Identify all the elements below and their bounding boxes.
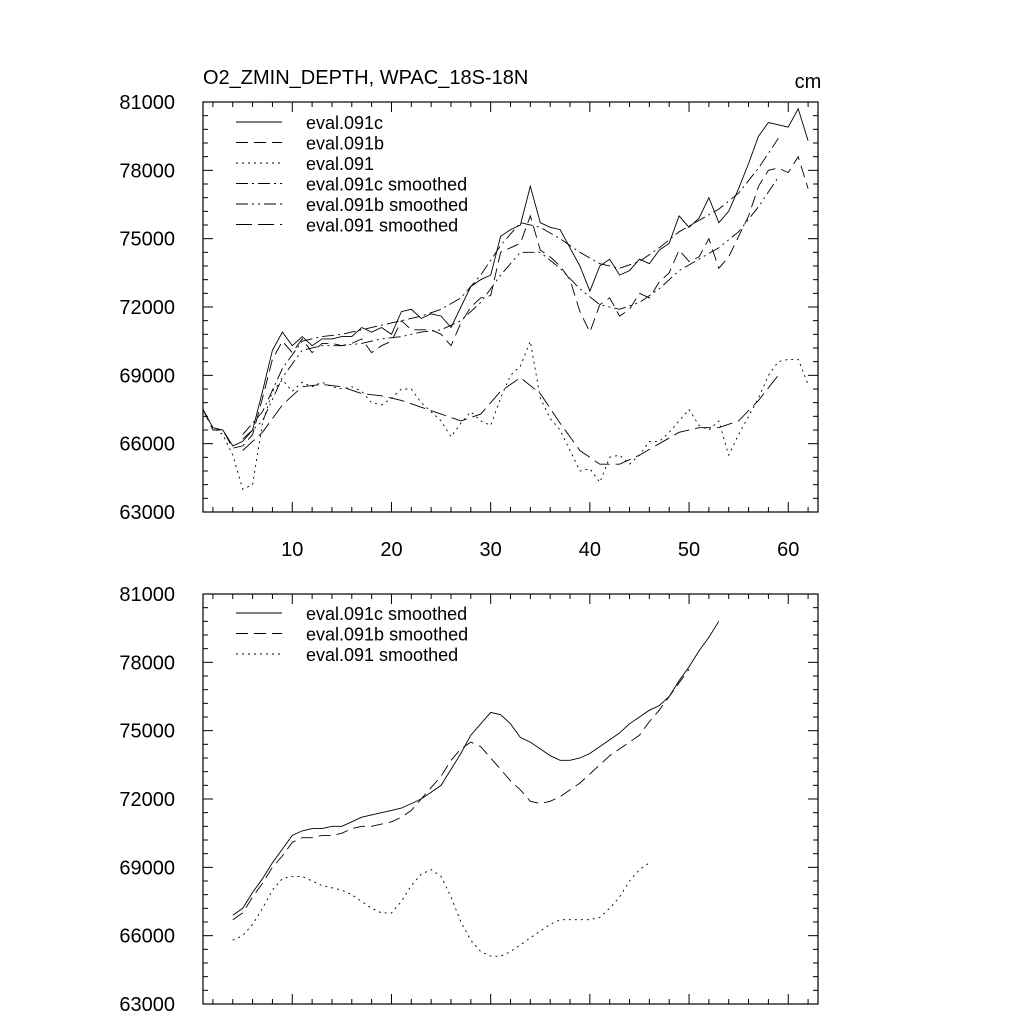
y-tick-label: 72000 xyxy=(119,789,175,811)
y-tick-label: 81000 xyxy=(119,584,175,606)
legend-label: eval.091b xyxy=(306,134,384,154)
y-tick-label: 78000 xyxy=(119,160,175,182)
x-tick-label: 10 xyxy=(281,539,303,561)
y-tick-label: 66000 xyxy=(119,926,175,948)
series-line xyxy=(202,339,809,490)
y-tick-label: 66000 xyxy=(119,434,175,456)
x-tick-label: 20 xyxy=(380,539,402,561)
x-tick-label: 40 xyxy=(579,539,601,561)
legend-label: eval.091 smoothed xyxy=(306,216,458,236)
series-line xyxy=(232,621,720,916)
legend-label: eval.091b smoothed xyxy=(306,195,468,215)
y-tick-label: 78000 xyxy=(119,652,175,674)
y-tick-label: 63000 xyxy=(119,994,175,1016)
plot-frame xyxy=(202,101,819,513)
bottom-panel: 63000 66000 69000 72000 75000 78000 81000 eval.… xyxy=(119,584,819,1016)
top-panel: 63000 66000 69000 72000 75000 78000 81000 10 20 3… xyxy=(119,67,821,561)
chart-title: O2_ZMIN_DEPTH, WPAC_18S-18N xyxy=(203,67,528,89)
y-tick-label: 69000 xyxy=(119,365,175,387)
legend-label: eval.091 xyxy=(306,154,374,174)
y-tick-label: 69000 xyxy=(119,857,175,879)
units-label: cm xyxy=(795,71,822,93)
series-line xyxy=(242,176,779,440)
series-line xyxy=(232,668,690,921)
legend-label: eval.091c smoothed xyxy=(306,604,467,624)
series-line xyxy=(232,862,650,957)
x-tick-label: 30 xyxy=(480,539,502,561)
y-tick-label: 81000 xyxy=(119,92,175,114)
legend-label: eval.091b smoothed xyxy=(306,625,468,645)
plot-frame xyxy=(202,593,819,1005)
y-tick-label: 63000 xyxy=(119,502,175,524)
legend-label: eval.091 smoothed xyxy=(306,645,458,665)
y-tick-label: 72000 xyxy=(119,297,175,319)
series-line xyxy=(202,155,809,449)
y-tick-label: 75000 xyxy=(119,721,175,743)
y-tick-label: 75000 xyxy=(119,229,175,251)
x-tick-label: 60 xyxy=(777,539,799,561)
series-line xyxy=(242,375,779,465)
series-line xyxy=(242,138,779,435)
x-tick-label: 50 xyxy=(678,539,700,561)
series-line xyxy=(202,107,809,447)
legend-label: eval.091c smoothed xyxy=(306,175,467,195)
legend-label: eval.091c xyxy=(306,113,383,133)
